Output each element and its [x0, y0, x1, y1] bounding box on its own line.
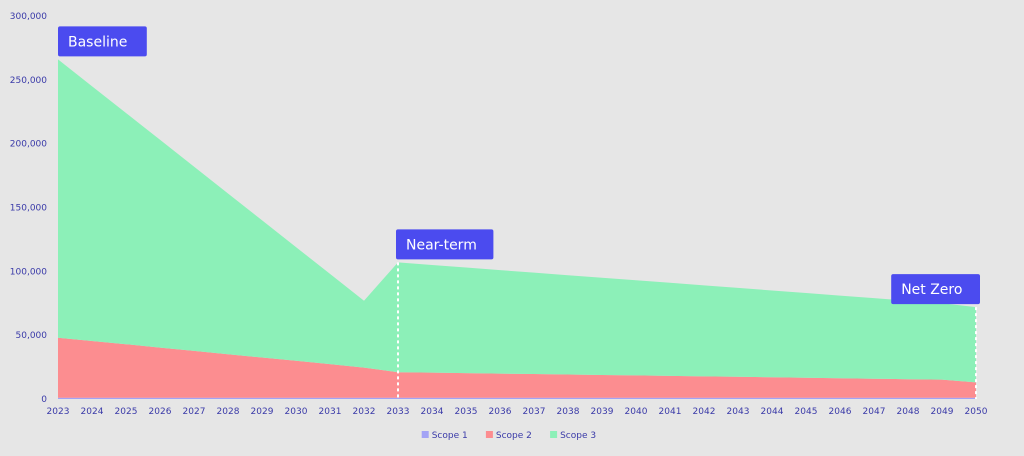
y-tick-label: 200,000 — [10, 140, 47, 150]
x-tick-label: 2041 — [659, 407, 682, 417]
x-tick-label: 2023 — [47, 407, 70, 417]
callout-box — [58, 26, 147, 57]
x-tick-label: 2024 — [81, 407, 104, 417]
x-tick-label: 2035 — [455, 407, 478, 417]
legend-swatch — [485, 431, 493, 438]
legend-label: Scope 1 — [432, 431, 468, 441]
x-tick-label: 2049 — [931, 407, 954, 417]
x-tick-label: 2044 — [761, 407, 784, 417]
legend-label: Scope 3 — [560, 431, 596, 441]
x-tick-label: 2040 — [625, 407, 648, 417]
series-area-3 — [58, 59, 976, 383]
legend-swatch — [421, 431, 429, 438]
target-markers-layer — [397, 262, 977, 399]
y-tick-label: 50,000 — [16, 331, 48, 341]
x-tick-label: 2030 — [285, 407, 308, 417]
x-axis: 2023 2024 2025 2026 2027 2028 2029 2030 2031 2032… — [47, 407, 988, 417]
x-tick-label: 2026 — [149, 407, 172, 417]
y-axis: 0 50,000 100,000 150,000 200,000 250,000 300,0… — [10, 12, 47, 405]
x-tick-label: 2048 — [897, 407, 920, 417]
x-tick-label: 2046 — [829, 407, 852, 417]
legend-item-2: Scope 2 — [485, 431, 532, 441]
x-tick-label: 2037 — [523, 407, 546, 417]
x-tick-label: 2042 — [693, 407, 716, 417]
x-tick-label: 2036 — [489, 407, 512, 417]
series-area-2 — [58, 337, 976, 398]
legend-label: Scope 2 — [496, 431, 532, 441]
x-tick-label: 2032 — [353, 407, 376, 417]
y-tick-label: 0 — [41, 395, 47, 405]
y-tick-label: 100,000 — [10, 267, 47, 277]
x-tick-label: 2027 — [183, 407, 206, 417]
x-tick-label: 2033 — [387, 407, 410, 417]
x-tick-label: 2029 — [251, 407, 274, 417]
x-tick-label: 2025 — [115, 407, 138, 417]
x-tick-label: 2039 — [591, 407, 614, 417]
x-tick-label: 2045 — [795, 407, 818, 417]
legend-item-1: Scope 1 — [421, 431, 468, 441]
callout-box — [396, 229, 494, 260]
x-tick-label: 2034 — [421, 407, 444, 417]
legend: Scope 1 Scope 2 Scope 3 — [421, 431, 596, 441]
y-tick-label: 150,000 — [10, 204, 47, 214]
x-tick-label: 2050 — [965, 407, 988, 417]
callout-box — [891, 274, 980, 305]
y-tick-label: 300,000 — [10, 12, 47, 22]
legend-item-3: Scope 3 — [550, 431, 596, 441]
y-tick-label: 250,000 — [10, 76, 47, 86]
callout-near-term: Near-term — [396, 229, 494, 260]
x-tick-label: 2031 — [319, 407, 342, 417]
x-tick-label: 2028 — [217, 407, 240, 417]
callout-net-zero: Net Zero — [891, 274, 980, 305]
callouts-layer: Baseline Near-term Net Zero — [58, 26, 980, 305]
x-tick-label: 2047 — [863, 407, 886, 417]
legend-swatch — [550, 431, 558, 438]
callout-baseline: Baseline — [58, 26, 147, 57]
callout-label: Baseline — [68, 34, 127, 50]
callout-label: Near-term — [406, 237, 477, 253]
x-tick-label: 2043 — [727, 407, 750, 417]
areas-layer — [58, 59, 976, 399]
series-area-1 — [58, 397, 976, 399]
x-tick-label: 2038 — [557, 407, 580, 417]
callout-label: Net Zero — [901, 282, 962, 298]
